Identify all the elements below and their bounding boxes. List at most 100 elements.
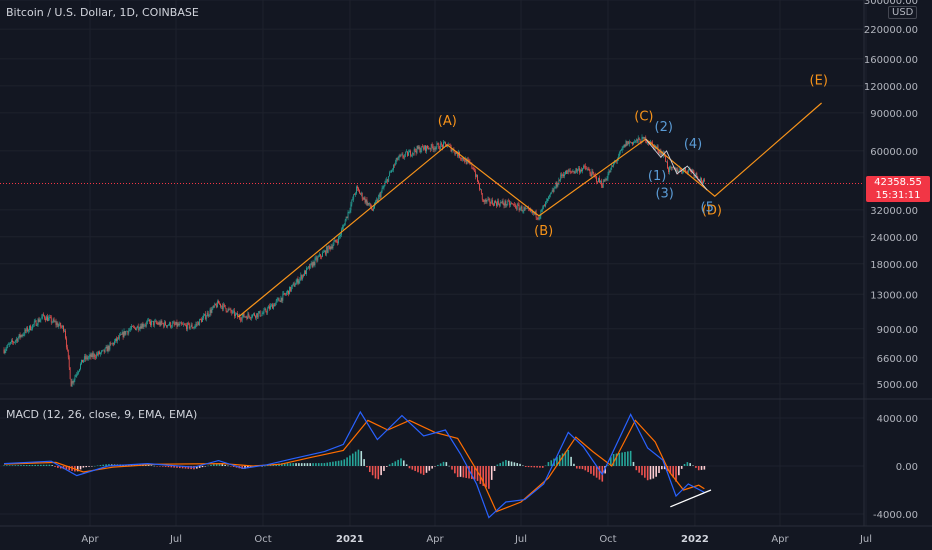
candle-body	[703, 179, 704, 184]
candle-body	[179, 323, 181, 326]
candle-body	[128, 330, 130, 334]
macd-hist-bar	[147, 464, 150, 466]
macd-hist-bar	[57, 466, 59, 468]
macd-hist-bar	[173, 466, 175, 468]
macd-axis-tick: 0.00	[896, 462, 918, 473]
candle-body	[399, 155, 401, 157]
candle-body	[220, 303, 221, 307]
macd-hist-bar	[349, 455, 351, 466]
candle-body	[324, 250, 325, 253]
macd-hist-bar	[584, 466, 587, 471]
candle-body	[202, 317, 203, 322]
candle-body	[7, 344, 9, 347]
candle-body	[54, 321, 56, 323]
macd-hist-bar	[663, 466, 666, 470]
candle-body	[59, 322, 61, 326]
candle-body	[658, 151, 660, 154]
macd-hist-bar	[176, 466, 178, 468]
macd-hist-bar	[167, 466, 170, 468]
candle-body	[105, 346, 107, 349]
candle-body	[124, 331, 126, 335]
candle-body	[257, 312, 259, 317]
candle-body	[270, 305, 271, 309]
macd-hist-bar	[403, 460, 405, 466]
candle-body	[309, 263, 311, 269]
candle-body	[32, 324, 34, 325]
price-axis-tick: 300000.00	[864, 0, 918, 7]
candle-body	[222, 304, 224, 310]
macd-hist-bar	[161, 466, 164, 467]
currency-button[interactable]: USD	[888, 6, 918, 19]
candle-body	[515, 207, 517, 209]
macd-hist-bar	[312, 463, 314, 466]
macd-hist-bar	[561, 453, 564, 466]
candle-body	[395, 158, 397, 163]
candle-body	[181, 322, 183, 325]
candle-body	[546, 200, 547, 202]
candle-body	[434, 148, 436, 150]
candle-body	[19, 334, 21, 338]
candle-body	[559, 179, 561, 181]
candle-body	[368, 203, 370, 205]
candle-body	[384, 183, 386, 186]
macd-hist-bar	[641, 466, 643, 476]
candle-body	[201, 319, 202, 322]
candle-body	[301, 275, 303, 280]
candle-body	[372, 208, 374, 211]
macd-hist-bar	[283, 463, 286, 466]
macd-hist-bar	[323, 463, 326, 466]
macd-hist-bar	[507, 460, 510, 466]
macd-hist-bar	[187, 466, 190, 469]
candle-body	[508, 200, 510, 202]
macd-hist-bar	[624, 451, 626, 466]
candle-body	[118, 335, 120, 339]
candle-body	[133, 326, 134, 328]
macd-hist-bar	[536, 466, 538, 468]
candle-body	[631, 142, 632, 143]
candle-body	[67, 349, 69, 358]
macd-hist-bar	[102, 464, 105, 466]
candle-body	[556, 182, 558, 187]
macd-hist-bar	[644, 466, 646, 478]
candle-body	[337, 241, 339, 243]
candle-body	[160, 321, 162, 326]
candle-body	[380, 191, 382, 198]
price-axis-tick: 32000.00	[870, 206, 918, 217]
candle-body	[513, 203, 514, 205]
candle-body	[522, 211, 524, 212]
candle-body	[325, 247, 327, 255]
candle-body	[632, 142, 633, 145]
candle-body	[175, 321, 177, 325]
time-axis-tick: Jul	[859, 534, 872, 545]
candle-body	[428, 148, 430, 150]
candle-body	[634, 140, 636, 142]
wave-label: (1)	[648, 169, 666, 184]
macd-hist-bar	[170, 466, 173, 468]
candle-body	[394, 162, 396, 166]
macd-hist-bar	[179, 466, 181, 469]
candle-body	[264, 308, 266, 310]
candle-body	[387, 179, 389, 182]
candle-body	[665, 156, 667, 162]
macd-hist-bar	[156, 466, 158, 467]
candle-body	[100, 350, 102, 353]
macd-hist-bar	[218, 463, 221, 466]
candle-body	[53, 319, 55, 322]
candle-body	[20, 335, 22, 338]
macd-axis-tick: -4000.00	[873, 510, 918, 521]
macd-hist-bar	[11, 465, 14, 466]
price-axis-tick: 90000.00	[870, 109, 918, 120]
candle-body	[327, 245, 329, 253]
macd-hist-bar	[31, 464, 34, 466]
candle-body	[42, 314, 44, 317]
macd-hist-bar	[629, 450, 632, 466]
candle-body	[530, 209, 531, 212]
macd-hist-bar	[397, 459, 399, 466]
candle-body	[151, 320, 152, 326]
macd-hist-bar	[408, 466, 411, 469]
candle-body	[339, 235, 340, 237]
candle-body	[304, 270, 305, 276]
macd-hist-bar	[96, 465, 99, 467]
candle-body	[592, 171, 594, 174]
